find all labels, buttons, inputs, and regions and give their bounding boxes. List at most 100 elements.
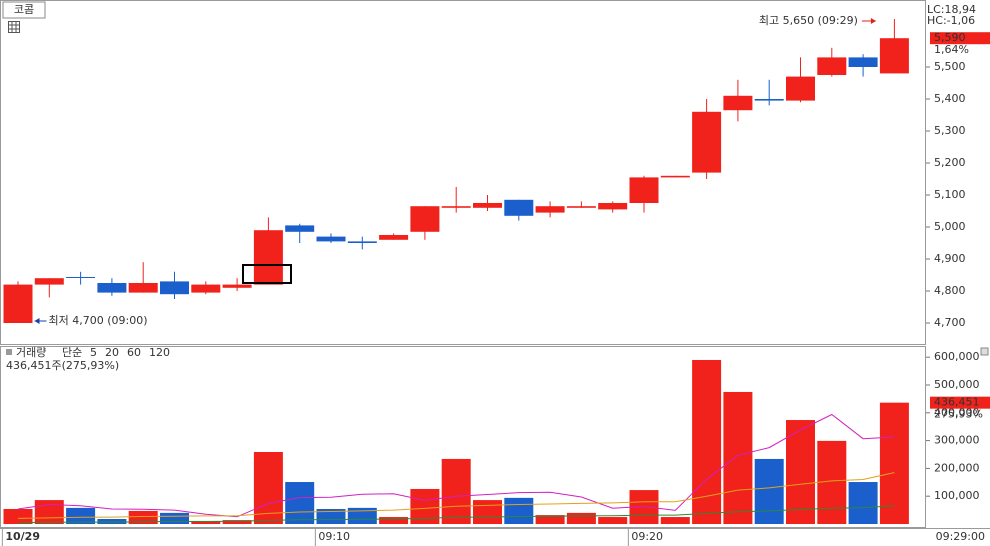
high-annotation: 최고 5,650 (09:29) (759, 14, 858, 27)
candle-body (848, 57, 878, 67)
legend-entry[interactable]: 5 (90, 346, 97, 359)
legend-entry[interactable]: 60 (127, 346, 141, 359)
ma-label: 단순 (62, 346, 82, 359)
highlight-box (242, 264, 292, 284)
candle-body (629, 177, 659, 203)
candle-body (128, 283, 158, 293)
candle-body (347, 241, 377, 243)
x-tick-label: 10/29 (5, 530, 40, 543)
last-volume-box (930, 396, 990, 409)
candle-body (191, 284, 221, 293)
volume-bar (504, 497, 534, 524)
volume-bar (535, 515, 565, 524)
volume-bar (598, 517, 628, 524)
volume-title: 거래량 (16, 346, 46, 359)
volume-bar (817, 440, 847, 524)
volume-bar (692, 359, 722, 524)
candle-body (566, 206, 596, 208)
volume-bar (879, 402, 909, 524)
y-tick-label: 5,100 (934, 188, 966, 201)
volume-bar (754, 458, 784, 524)
volume-bar (566, 512, 596, 524)
volume-bar (128, 510, 158, 524)
volume-bar (441, 458, 471, 524)
volume-summary: 436,451주(275,93%) (6, 359, 119, 372)
high-arrowhead (870, 18, 876, 24)
x-tick-label: 09:10 (318, 530, 350, 543)
candle-body (754, 99, 784, 101)
volume-bar (222, 520, 252, 524)
volume-bar (97, 518, 127, 524)
candle-body (473, 203, 502, 208)
candle-body (723, 95, 753, 111)
volume-bar (253, 451, 283, 524)
candle-body (97, 283, 127, 293)
y-tick-label: 200,000 (934, 461, 980, 474)
volume-bar (3, 508, 33, 524)
y-tick-label: 500,000 (934, 378, 980, 391)
candle-body (379, 235, 409, 240)
legend-entry[interactable]: 20 (105, 346, 119, 359)
volume-bar (316, 508, 346, 524)
volume-bar (347, 507, 377, 524)
volume-bar (285, 482, 315, 524)
y-tick-label: 300,000 (934, 434, 980, 447)
hc-label: HC:-1,06 (927, 14, 975, 27)
legend-entry[interactable]: 120 (149, 346, 170, 359)
candle-body (410, 206, 440, 232)
candle-body (316, 236, 346, 242)
last-price: 5,590 (934, 31, 966, 44)
candle-body (817, 57, 847, 75)
candle-body (34, 278, 64, 285)
y-tick-label: 100,000 (934, 489, 980, 502)
volume-bar (66, 507, 96, 524)
candle-body (253, 230, 283, 285)
time-label: 09:29:00 (936, 530, 985, 543)
volume-bar (34, 500, 64, 524)
candle-body (879, 38, 909, 74)
last-price-box (930, 32, 990, 45)
candle-body (222, 284, 252, 288)
scroll-marker[interactable] (980, 347, 989, 356)
volume-bar (160, 512, 189, 524)
volume-bar (723, 391, 753, 524)
volume-bar (191, 520, 221, 524)
x-tick-label: 09:20 (631, 530, 663, 543)
ma-line (17, 472, 895, 519)
last-volume: 436,451 (934, 396, 980, 409)
y-tick-label: 5,300 (934, 124, 966, 137)
candle-body (285, 225, 315, 232)
candle-body (786, 76, 815, 101)
volume-bar (786, 420, 815, 524)
y-tick-label: 4,700 (934, 316, 966, 329)
volume-bar (473, 500, 502, 524)
candle-body (692, 111, 722, 173)
volume-ratio: 275,93% (934, 408, 983, 421)
candle-body (3, 284, 33, 323)
y-tick-label: 5,000 (934, 220, 966, 233)
name-box (2, 1, 46, 19)
candle-body (660, 175, 690, 178)
legend-swatch (6, 349, 12, 355)
ma-line (17, 413, 895, 518)
y-tick-label: 5,400 (934, 92, 966, 105)
volume-bar (848, 482, 878, 524)
y-tick-label: 5,500 (934, 60, 966, 73)
y-tick-label: 400,000 (934, 406, 980, 419)
volume-bar (379, 517, 409, 524)
low-annotation: 최저 4,700 (09:00) (49, 314, 148, 327)
y-tick-label: 4,800 (934, 284, 966, 297)
candle-body (504, 199, 534, 216)
change: 1,64% (934, 43, 969, 56)
stock-name: 코콤 (14, 3, 34, 16)
table-icon[interactable] (8, 21, 20, 33)
candle-body (535, 206, 565, 213)
y-tick-label: 4,900 (934, 252, 966, 265)
lc-label: LC:18,94 (927, 3, 976, 16)
candle-body (441, 206, 471, 208)
y-tick-label: 5,200 (934, 156, 966, 169)
candle-body (160, 281, 189, 295)
volume-bar (660, 517, 690, 524)
candle-body (598, 203, 628, 210)
